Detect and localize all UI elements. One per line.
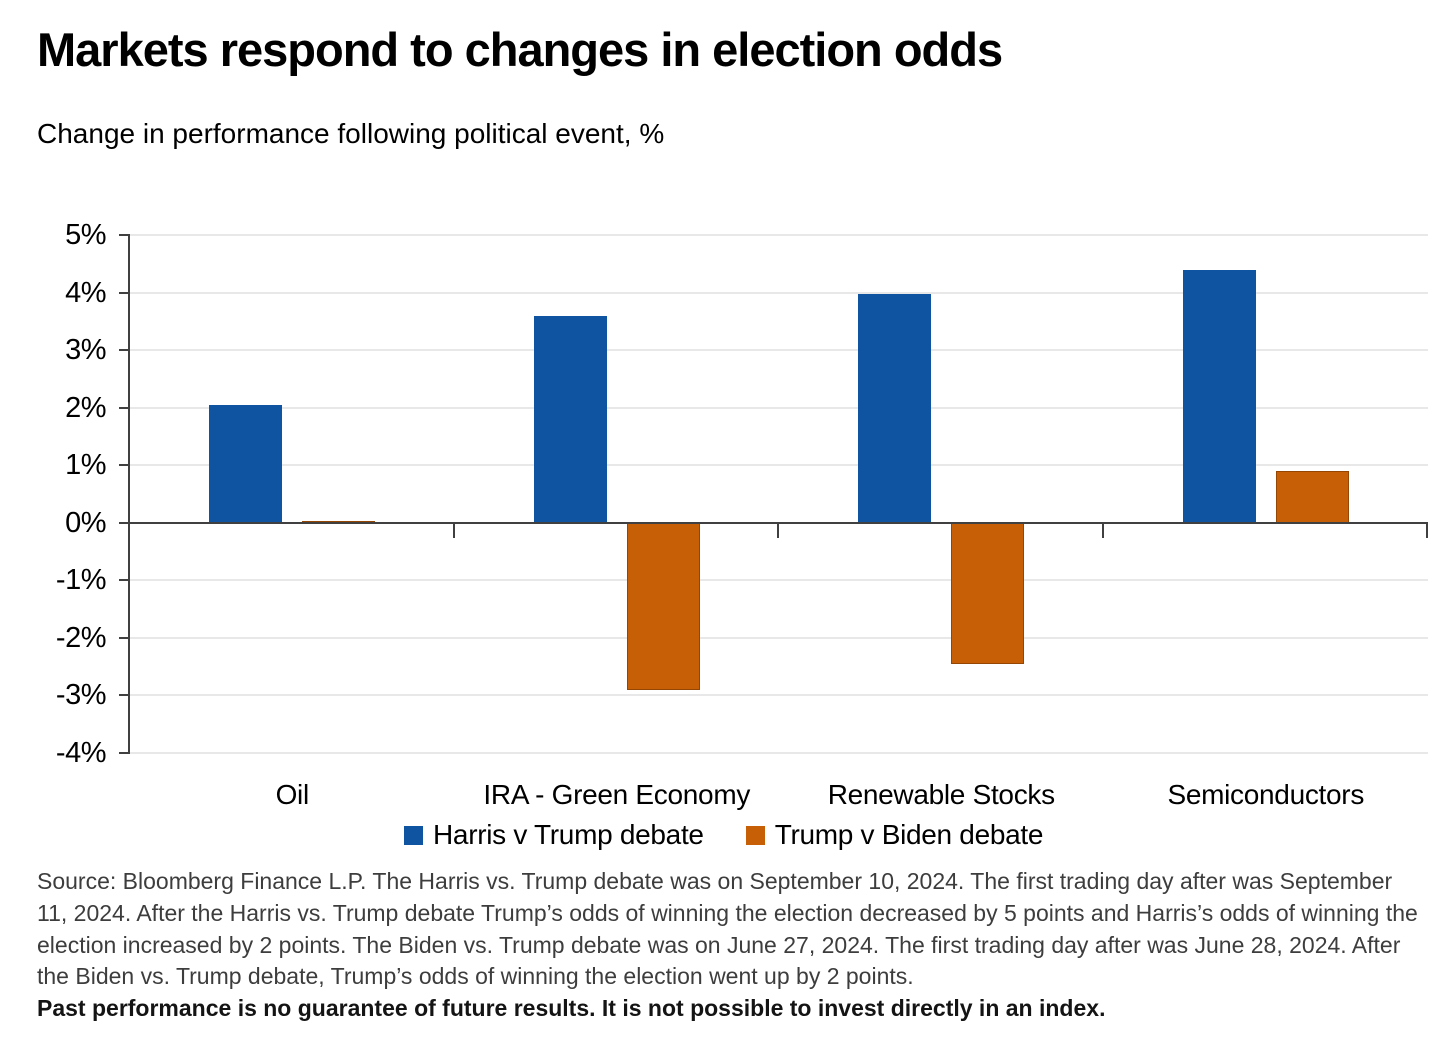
legend-item-harris-v-trump: Harris v Trump debate [404, 819, 704, 851]
y-axis-tick [119, 349, 130, 352]
category-label-semiconductors: Semiconductors [1167, 779, 1365, 810]
y-axis-label: 5% [65, 219, 106, 251]
bar-harris-v-trump-debate-renewable-stocks [858, 294, 932, 523]
y-axis-label: 1% [65, 449, 106, 482]
y-axis-label: 0% [65, 506, 106, 539]
y-axis-line [128, 234, 130, 754]
category-label-renewable-stocks: Renewable Stocks [827, 779, 1055, 810]
chart-legend: Harris v Trump debate Trump v Biden deba… [404, 819, 1043, 851]
legend-item-trump-v-biden: Trump v Biden debate [745, 819, 1044, 851]
y-axis-label: 4% [65, 276, 106, 309]
y-axis-tick [119, 291, 130, 294]
bar-trump-v-biden-debate-semiconductors [1275, 470, 1349, 523]
x-axis-line [128, 521, 1428, 524]
gridline [130, 349, 1428, 352]
gridline [130, 752, 1428, 754]
x-axis-tick [1426, 523, 1428, 538]
y-axis-label: -3% [55, 679, 107, 712]
gridline [130, 234, 1428, 236]
y-axis-tick [119, 464, 130, 467]
y-axis-tick [119, 694, 130, 697]
gridline [130, 636, 1428, 639]
category-label-oil: Oil [275, 779, 310, 810]
bar-harris-v-trump-debate-oil [209, 404, 283, 523]
legend-swatch-blue [404, 825, 423, 845]
gridline [130, 406, 1428, 409]
bar-harris-v-trump-debate-ira-green-economy [533, 315, 607, 523]
legend-swatch-orange [745, 825, 765, 845]
gridline [130, 291, 1428, 294]
y-axis-tick [119, 234, 130, 236]
y-axis-tick [119, 579, 130, 582]
y-axis-label: -1% [55, 564, 107, 597]
y-axis-tick [119, 752, 130, 754]
x-axis-tick [777, 523, 779, 538]
y-axis-tick [119, 406, 130, 409]
y-axis-label: -4% [55, 737, 107, 769]
y-axis-tick [119, 636, 130, 639]
y-axis-label: 3% [65, 334, 106, 367]
category-label-ira-green-economy: IRA - Green Economy [483, 779, 751, 810]
disclaimer-note: Past performance is no guarantee of futu… [37, 995, 1106, 1021]
legend-label: Trump v Biden debate [774, 819, 1044, 850]
bar-trump-v-biden-debate-ira-green-economy [626, 522, 700, 690]
x-axis-tick [1101, 523, 1104, 538]
gridline [130, 579, 1428, 582]
gridline [130, 694, 1428, 697]
y-axis-tick [119, 521, 130, 524]
bar-trump-v-biden-debate-renewable-stocks [951, 522, 1025, 664]
legend-label: Harris v Trump debate [433, 819, 704, 850]
bar-harris-v-trump-debate-semiconductors [1182, 269, 1256, 523]
gridline [130, 464, 1428, 467]
x-axis-tick [452, 523, 455, 538]
y-axis-label: -2% [55, 621, 107, 654]
source-note: Source: Bloomberg Finance L.P. The Harri… [37, 868, 1418, 990]
y-axis-label: 2% [65, 391, 106, 424]
chart-subtitle: Change in performance following politica… [37, 118, 665, 149]
chart-title: Markets respond to changes in election o… [37, 23, 1003, 76]
